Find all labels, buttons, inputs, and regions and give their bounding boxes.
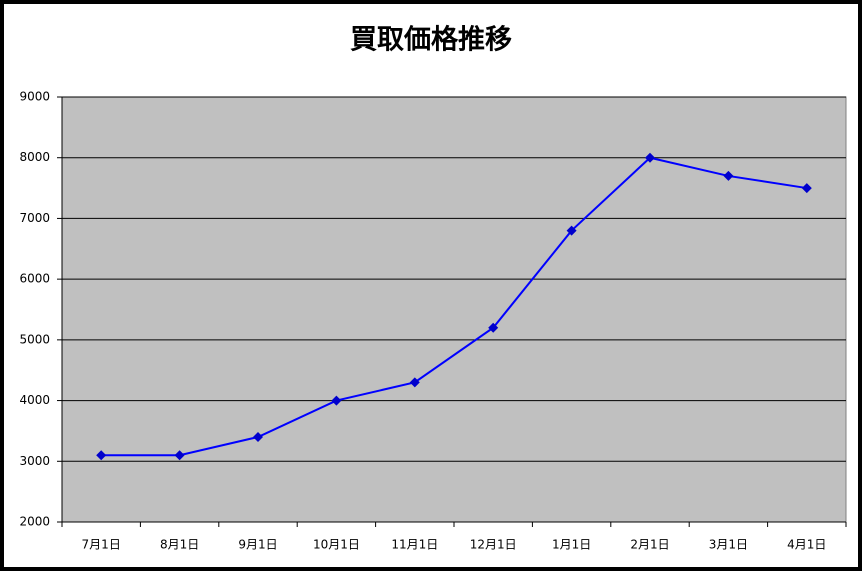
- marker: [331, 395, 342, 406]
- marker: [723, 170, 734, 181]
- x-tick-label: 7月1日: [82, 538, 121, 552]
- x-tick-label: 4月1日: [787, 538, 826, 552]
- x-tick-label: 10月1日: [313, 538, 360, 552]
- y-tick-label: 2000: [19, 515, 50, 529]
- y-tick-label: 3000: [19, 454, 50, 468]
- marker: [174, 450, 185, 461]
- marker: [96, 450, 107, 461]
- x-tick-label: 2月1日: [630, 538, 669, 552]
- marker: [566, 225, 577, 236]
- x-tick-label: 3月1日: [709, 538, 748, 552]
- x-tick-label: 1月1日: [552, 538, 591, 552]
- chart-title: 買取価格推移: [350, 25, 512, 56]
- y-tick-label: 7000: [19, 211, 50, 225]
- marker: [645, 152, 655, 163]
- marker: [488, 322, 499, 333]
- marker: [253, 432, 263, 442]
- x-tick-label: 12月1日: [470, 538, 517, 552]
- y-tick-label: 5000: [19, 332, 50, 346]
- y-tick-label: 4000: [19, 393, 50, 407]
- x-tick-label: 11月1日: [391, 538, 438, 552]
- line-series: [101, 156, 807, 457]
- marker: [409, 377, 420, 388]
- x-tick-label: 8月1日: [160, 538, 199, 552]
- marker: [801, 183, 812, 194]
- y-tick-label: 8000: [19, 150, 50, 164]
- y-tick-label: 9000: [19, 90, 50, 104]
- x-tick-label: 9月1日: [238, 538, 277, 552]
- y-tick-label: 6000: [19, 272, 50, 286]
